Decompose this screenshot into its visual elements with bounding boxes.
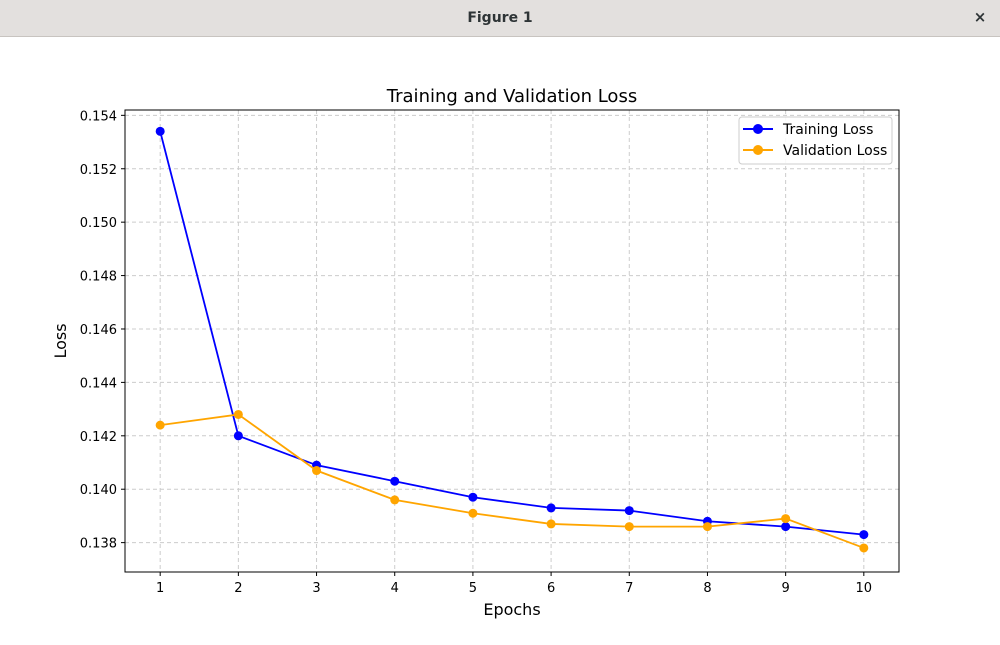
legend-validation-label: Validation Loss xyxy=(783,143,887,159)
plot-frame xyxy=(124,109,900,573)
x-tick-label: 6 xyxy=(547,581,555,596)
x-tick-label: 5 xyxy=(469,581,477,596)
grid-lines xyxy=(125,110,899,572)
training-loss-point xyxy=(155,126,165,136)
training-loss-point xyxy=(468,492,478,502)
close-icon[interactable]: × xyxy=(973,8,987,26)
training-loss-point xyxy=(859,530,869,540)
training-loss-point xyxy=(624,506,634,516)
x-tick-label: 1 xyxy=(156,581,164,596)
legend-training-label: Training Loss xyxy=(782,122,873,138)
x-tick-label: 3 xyxy=(312,581,320,596)
validation-loss-point xyxy=(155,420,165,430)
chart-title: Training and Validation Loss xyxy=(386,86,637,107)
training-loss-point xyxy=(546,503,556,513)
figure-canvas: 1 2 3 4 5 6 7 8 9 10 0.138 0.140 0.142 0.144 0.146 0.1… xyxy=(0,38,1000,641)
legend: Training Loss Validation Loss xyxy=(738,116,893,165)
training-loss-point xyxy=(233,431,243,441)
validation-loss-point xyxy=(702,522,712,532)
training-loss-point xyxy=(781,522,791,532)
legend-validation-marker xyxy=(753,145,763,155)
legend-box xyxy=(738,116,893,165)
y-tick-label: 0.152 xyxy=(80,163,117,178)
x-tick-label: 8 xyxy=(703,581,711,596)
validation-loss-line xyxy=(160,413,865,549)
y-tick-label: 0.140 xyxy=(80,483,117,498)
loss-chart: 1 2 3 4 5 6 7 8 9 10 0.1380.1400.1420.1440.1460.1… xyxy=(51,86,900,619)
window-titlebar: Figure 1 × xyxy=(0,0,1000,37)
training-loss-point xyxy=(390,476,400,486)
y-tick-label: 0.148 xyxy=(80,270,117,285)
validation-loss-point xyxy=(859,543,869,553)
training-loss-line xyxy=(159,131,864,536)
x-tick-label: 4 xyxy=(391,581,399,596)
y-tick-label: 0.150 xyxy=(80,216,117,231)
legend-training-marker xyxy=(753,124,763,134)
validation-loss-point xyxy=(390,495,400,505)
window-title: Figure 1 xyxy=(467,10,533,26)
y-axis-label: Loss xyxy=(51,323,70,358)
validation-loss-point xyxy=(546,519,556,529)
x-axis-label: Epochs xyxy=(483,600,540,619)
validation-loss-point xyxy=(312,466,322,476)
validation-loss-point xyxy=(468,508,478,518)
x-tick-label: 2 xyxy=(234,581,242,596)
x-tick-label: 7 xyxy=(625,581,633,596)
y-axis: 0.138 0.140 0.142 0.144 0.146 0.148 0.150 0.152… xyxy=(80,109,125,552)
y-tick-label: 0.138 xyxy=(80,537,117,552)
validation-loss-point xyxy=(781,514,791,524)
y-tick-label: 0.142 xyxy=(80,430,117,445)
x-tick-label: 10 xyxy=(856,581,873,596)
x-axis: 1 2 3 4 5 6 7 8 9 10 xyxy=(156,572,872,596)
x-tick-label: 9 xyxy=(781,581,789,596)
y-tick-label: 0.146 xyxy=(80,323,117,338)
validation-loss-point xyxy=(624,522,634,532)
series-group xyxy=(155,126,869,553)
validation-loss-point xyxy=(233,409,243,419)
y-tick-label: 0.144 xyxy=(80,376,117,391)
y-tick-label: 0.154 xyxy=(80,109,117,124)
